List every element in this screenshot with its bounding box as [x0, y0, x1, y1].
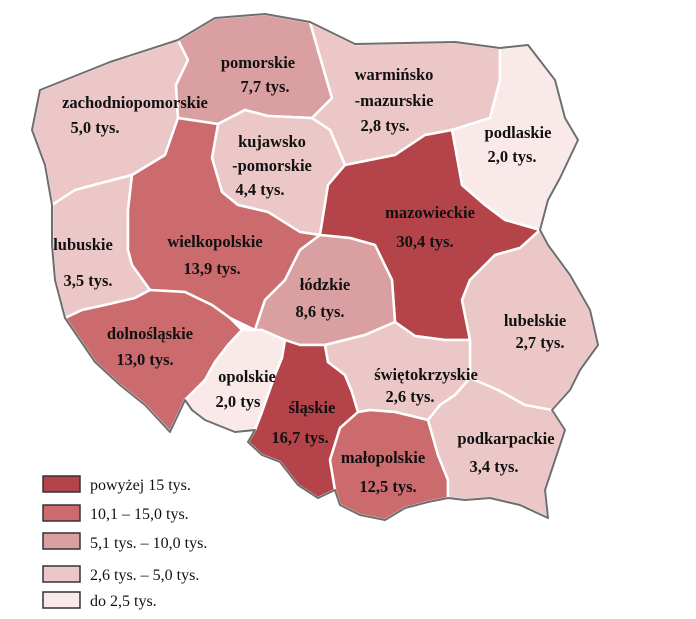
label-name2-kujawsko-pomorskie: -pomorskie [232, 156, 312, 175]
label-name-warminsko-mazurskie: warmińsko [355, 65, 434, 84]
label-value-podkarpackie: 3,4 tys. [469, 457, 518, 476]
label-name-wielkopolskie: wielkopolskie [167, 232, 262, 251]
legend-label-5: do 2,5 tys. [90, 593, 157, 610]
label-value-warminsko-mazurskie: 2,8 tys. [360, 116, 409, 135]
legend-swatch-2 [42, 504, 81, 522]
label-value-lubelskie: 2,7 tys. [515, 333, 564, 352]
poland-border [31, 13, 599, 521]
legend: powyżej 15 tys. 10,1 – 15,0 tys. 5,1 tys… [42, 475, 207, 610]
label-value-podlaskie: 2,0 tys. [487, 147, 536, 166]
label-name-slaskie: śląskie [289, 398, 336, 417]
legend-swatch-1 [42, 475, 81, 493]
label-value-kujawsko-pomorskie: 4,4 tys. [235, 180, 284, 199]
label-value-pomorskie: 7,7 tys. [240, 77, 289, 96]
label-name-lubuskie: lubuskie [53, 235, 113, 254]
label-value-lubuskie: 3,5 tys. [63, 271, 112, 290]
label-name-podlaskie: podlaskie [485, 123, 552, 142]
label-value-swietokrzyskie: 2,6 tys. [385, 387, 434, 406]
legend-swatch-4 [42, 565, 81, 583]
legend-swatch-5 [42, 591, 81, 609]
label-name-mazowieckie: mazowieckie [385, 203, 475, 222]
legend-label-3: 5,1 tys. – 10,0 tys. [90, 535, 207, 552]
label-name-swietokrzyskie: świętokrzyskie [374, 365, 478, 384]
label-name2-warminsko-mazurskie: -mazurskie [355, 91, 434, 110]
legend-label-1: powyżej 15 tys. [90, 477, 191, 494]
label-value-mazowieckie: 30,4 tys. [396, 232, 453, 251]
label-value-wielkopolskie: 13,9 tys. [183, 259, 240, 278]
legend-label-4: 2,6 tys. – 5,0 tys. [90, 567, 199, 584]
label-name-zachodniopomorskie: zachodniopomorskie [62, 93, 208, 112]
label-name-dolnoslaskie: dolnośląskie [107, 324, 193, 343]
label-name-malopolskie: małopolskie [341, 448, 425, 467]
label-value-lodzkie: 8,6 tys. [295, 302, 344, 321]
label-value-malopolskie: 12,5 tys. [359, 477, 416, 496]
label-value-zachodniopomorskie: 5,0 tys. [70, 118, 119, 137]
label-value-slaskie: 16,7 tys. [271, 428, 328, 447]
label-name-opolskie: opolskie [218, 367, 276, 386]
label-value-dolnoslaskie: 13,0 tys. [116, 350, 173, 369]
label-name-lodzkie: łódzkie [300, 275, 350, 294]
label-name-lubelskie: lubelskie [504, 311, 566, 330]
label-name-podkarpackie: podkarpackie [457, 429, 554, 448]
region-labels: pomorskie 7,7 tys. warmińsko -mazurskie … [53, 53, 566, 496]
legend-swatch-3 [42, 532, 81, 550]
label-name-pomorskie: pomorskie [221, 53, 295, 72]
label-name-kujawsko-pomorskie: kujawsko [238, 132, 306, 151]
legend-label-2: 10,1 – 15,0 tys. [90, 506, 189, 523]
label-value-opolskie: 2,0 tys [216, 392, 261, 411]
